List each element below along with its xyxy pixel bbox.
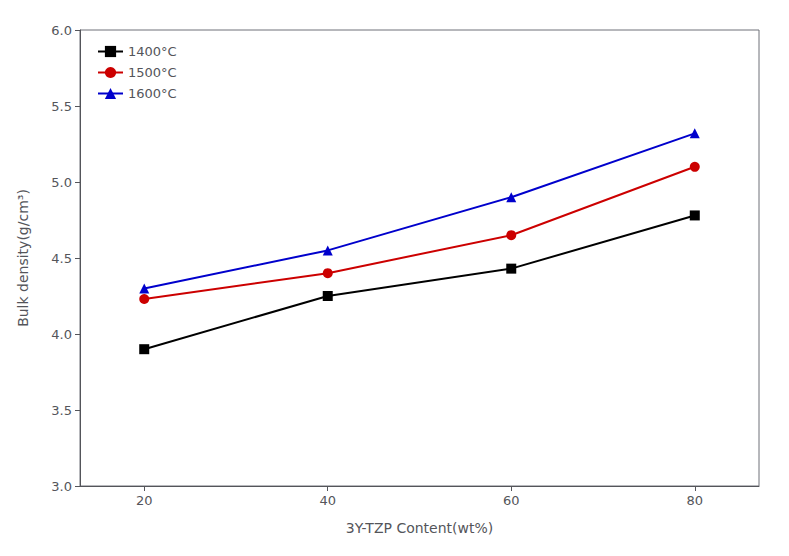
- svg-text:5.5: 5.5: [51, 99, 72, 114]
- svg-text:6.0: 6.0: [51, 23, 72, 38]
- svg-text:3.0: 3.0: [51, 479, 72, 494]
- svg-text:4.0: 4.0: [51, 327, 72, 342]
- svg-text:1600°C: 1600°C: [128, 86, 177, 101]
- svg-text:3Y-TZP Content(wt%): 3Y-TZP Content(wt%): [346, 520, 493, 536]
- svg-text:80: 80: [686, 493, 703, 508]
- svg-text:1400°C: 1400°C: [128, 44, 177, 59]
- svg-text:1500°C: 1500°C: [128, 65, 177, 80]
- svg-text:4.5: 4.5: [51, 251, 72, 266]
- svg-text:40: 40: [319, 493, 336, 508]
- svg-text:3.5: 3.5: [51, 403, 72, 418]
- svg-text:5.0: 5.0: [51, 175, 72, 190]
- svg-text:20: 20: [136, 493, 153, 508]
- svg-text:Bulk density(g/cm³): Bulk density(g/cm³): [15, 189, 31, 327]
- svg-text:60: 60: [503, 493, 520, 508]
